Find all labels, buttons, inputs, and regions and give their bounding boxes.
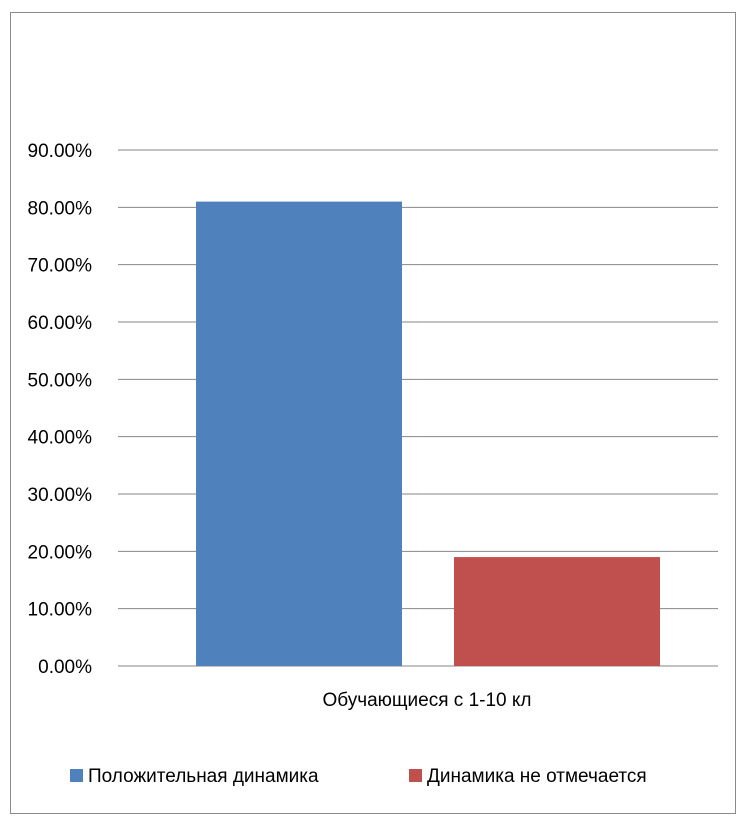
y-tick-label: 40.00% (28, 428, 93, 449)
legend-label: Положительная динамика (88, 766, 319, 787)
bars (196, 201, 660, 666)
y-tick-label: 30.00% (28, 485, 93, 506)
legend-label: Динамика не отмечается (427, 766, 647, 787)
y-tick-label: 0.00% (38, 657, 92, 678)
bar-positive-dynamics (196, 201, 402, 666)
y-tick-label: 80.00% (28, 198, 93, 219)
x-axis-ticks: Обучающиеся с 1-10 кл (322, 690, 531, 711)
y-tick-label: 20.00% (28, 542, 93, 563)
y-tick-label: 90.00% (28, 141, 93, 162)
y-tick-label: 70.00% (28, 256, 93, 277)
bar-no-dynamics (454, 557, 660, 666)
y-tick-label: 10.00% (28, 600, 93, 621)
legend: Положительная динамика Динамика не отмеча… (70, 766, 647, 787)
legend-swatch (70, 769, 83, 782)
y-tick-label: 60.00% (28, 313, 93, 334)
y-axis-ticks: 0.00% 10.00% 20.00% 30.00% 40.00% 50.00% 60.00… (28, 141, 93, 678)
legend-swatch (409, 769, 422, 782)
x-category-label: Обучающиеся с 1-10 кл (322, 690, 531, 711)
y-tick-label: 50.00% (28, 370, 93, 391)
